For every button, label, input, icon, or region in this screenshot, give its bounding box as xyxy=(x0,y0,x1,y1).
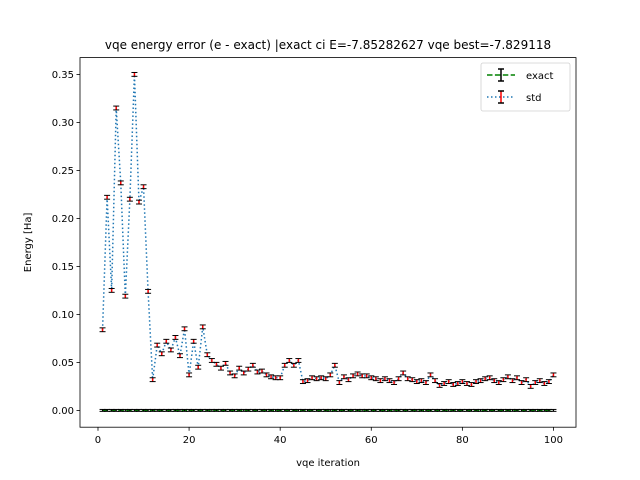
y-axis-label: Energy [Ha] xyxy=(23,212,34,272)
y-tick-label: 0.20 xyxy=(52,214,74,225)
plot-area xyxy=(99,71,557,412)
y-tick-label: 0.30 xyxy=(52,118,74,129)
y-tick-label: 0.15 xyxy=(52,262,74,273)
y-tick-label: 0.25 xyxy=(52,166,74,177)
x-tick-label: 60 xyxy=(365,435,378,446)
plot-border xyxy=(79,57,577,428)
plot-frame xyxy=(80,57,576,428)
x-tick-label: 40 xyxy=(274,435,287,446)
y-tick-label: 0.00 xyxy=(52,406,74,417)
x-tick-label: 20 xyxy=(183,435,196,446)
series-line-std xyxy=(101,74,555,388)
legend-std-marker xyxy=(487,90,515,104)
chart-title: vqe energy error (e - exact) |exact ci E… xyxy=(105,38,551,52)
legend-label-exact: exact xyxy=(526,71,554,82)
x-tick-label: 100 xyxy=(544,435,563,446)
legend-exact-marker xyxy=(487,68,515,82)
y-axis: 0.00 0.05 0.10 0.15 0.20 0.25 0.30 0.35 xyxy=(52,70,80,417)
x-tick-label: 80 xyxy=(456,435,469,446)
x-axis: 0 20 40 60 80 100 xyxy=(95,427,563,446)
y-tick-label: 0.35 xyxy=(52,70,74,81)
y-tick-label: 0.05 xyxy=(52,358,74,369)
legend-label-std: std xyxy=(526,93,541,104)
x-axis-label: vqe iteration xyxy=(296,458,360,469)
y-tick-label: 0.10 xyxy=(52,310,74,321)
legend: exact std xyxy=(480,62,571,112)
x-tick-label: 0 xyxy=(95,435,101,446)
